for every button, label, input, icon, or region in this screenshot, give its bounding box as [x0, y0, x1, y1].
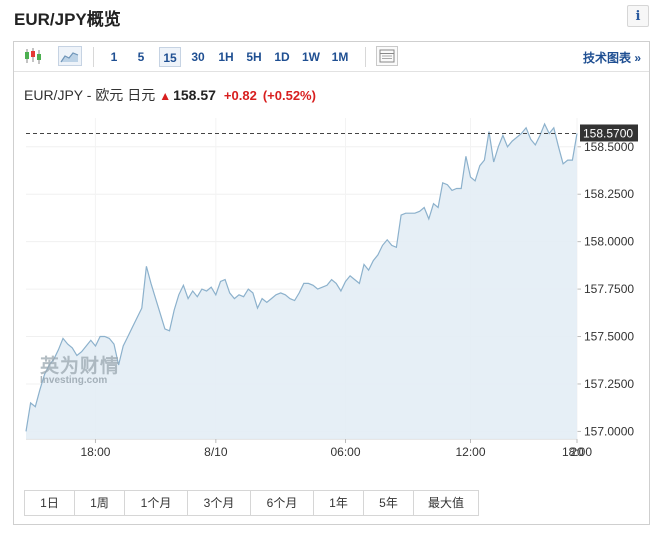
y-tick-label: 157.5000 [584, 330, 634, 344]
last-price-tag-label: 158.5700 [583, 126, 633, 140]
timeframe-1m-button[interactable]: 1M [331, 50, 349, 64]
pair-label: EUR/JPY - 欧元 日元 [24, 87, 156, 103]
range-3m-button[interactable]: 3个月 [188, 491, 251, 515]
watermark-cn: 英为财情 [40, 356, 121, 377]
range-1w-button[interactable]: 1周 [75, 491, 125, 515]
timeframe-30-button[interactable]: 30 [191, 50, 205, 64]
toolbar-separator [365, 47, 366, 67]
timeframe-1-button[interactable]: 1 [110, 50, 118, 64]
watermark-logo: 英为财情 Investing.com [40, 351, 120, 386]
timeframe-5h-button[interactable]: 5H [246, 50, 262, 64]
table-icon[interactable] [376, 46, 398, 66]
timeframe-1w-button[interactable]: 1W [302, 50, 320, 64]
y-tick-label: 158.5000 [584, 140, 634, 154]
price-change-percent: (+0.52%) [262, 88, 316, 103]
x-tick-label: 20 [570, 445, 584, 459]
last-price-tag [580, 124, 638, 142]
timeframe-5-button[interactable]: 5 [137, 50, 145, 64]
page-title: EUR/JPY概览 [14, 10, 121, 29]
x-tick-label: 06:00 [330, 445, 360, 459]
info-button[interactable]: i [627, 5, 649, 27]
quote-line: EUR/JPY - 欧元 日元 ▲ 158.57 +0.82 (+0.52%) [24, 85, 316, 105]
timeframe-15-button[interactable]: 15 [159, 47, 181, 67]
price-change: +0.82 [223, 88, 257, 103]
up-arrow-icon: ▲ [159, 89, 172, 103]
x-tick-label: 8/10 [204, 445, 228, 459]
range-1y-button[interactable]: 1年 [314, 491, 364, 515]
y-tick-label: 158.2500 [584, 187, 634, 201]
chart-toolbar: 1 5 15 30 1H 5H 1D 1W 1M 技术图表 » [14, 42, 649, 72]
price-area [26, 124, 577, 439]
area-chart-icon[interactable] [58, 46, 82, 66]
range-1d-button[interactable]: 1日 [25, 491, 75, 515]
technical-chart-link[interactable]: 技术图表 » [582, 51, 641, 65]
x-tick-label: 12:00 [455, 445, 485, 459]
range-selector: 1日 1周 1个月 3个月 6个月 1年 5年 最大值 [24, 490, 479, 516]
y-tick-label: 157.7500 [584, 282, 634, 296]
y-tick-label: 157.2500 [584, 377, 634, 391]
x-tick-label: 18:00 [562, 445, 592, 459]
range-5y-button[interactable]: 5年 [364, 491, 414, 515]
watermark-en: Investing.com [40, 375, 108, 386]
range-max-button[interactable]: 最大值 [427, 496, 464, 510]
candlestick-icon[interactable] [22, 46, 44, 66]
timeframe-1d-button[interactable]: 1D [274, 50, 290, 64]
chart-widget: 1 5 15 30 1H 5H 1D 1W 1M 技术图表 » EUR/JPY … [13, 41, 650, 525]
price-line [25, 122, 578, 432]
x-tick-label: 18:00 [80, 445, 110, 459]
range-1m-button[interactable]: 1个月 [125, 491, 188, 515]
last-price: 158.57 [173, 87, 216, 103]
timeframe-1h-button[interactable]: 1H [218, 50, 234, 64]
y-tick-label: 157.0000 [584, 424, 634, 438]
price-chart: 157.0000 157.2500 157.5000 157.7500 158.0000… [25, 118, 638, 459]
range-6m-button[interactable]: 6个月 [251, 491, 314, 515]
toolbar-separator [93, 47, 94, 67]
y-tick-label: 158.0000 [584, 235, 634, 249]
